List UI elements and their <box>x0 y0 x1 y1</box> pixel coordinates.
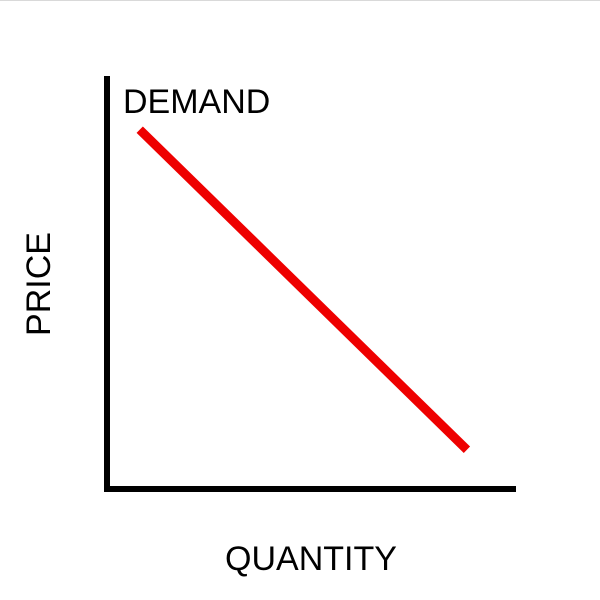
series-label: DEMAND <box>123 83 270 121</box>
top-border <box>0 0 600 1</box>
series-layer <box>136 126 471 453</box>
demand-line <box>136 126 471 453</box>
y-axis-label: PRICE <box>20 232 58 336</box>
x-axis-label: QUANTITY <box>225 540 397 578</box>
